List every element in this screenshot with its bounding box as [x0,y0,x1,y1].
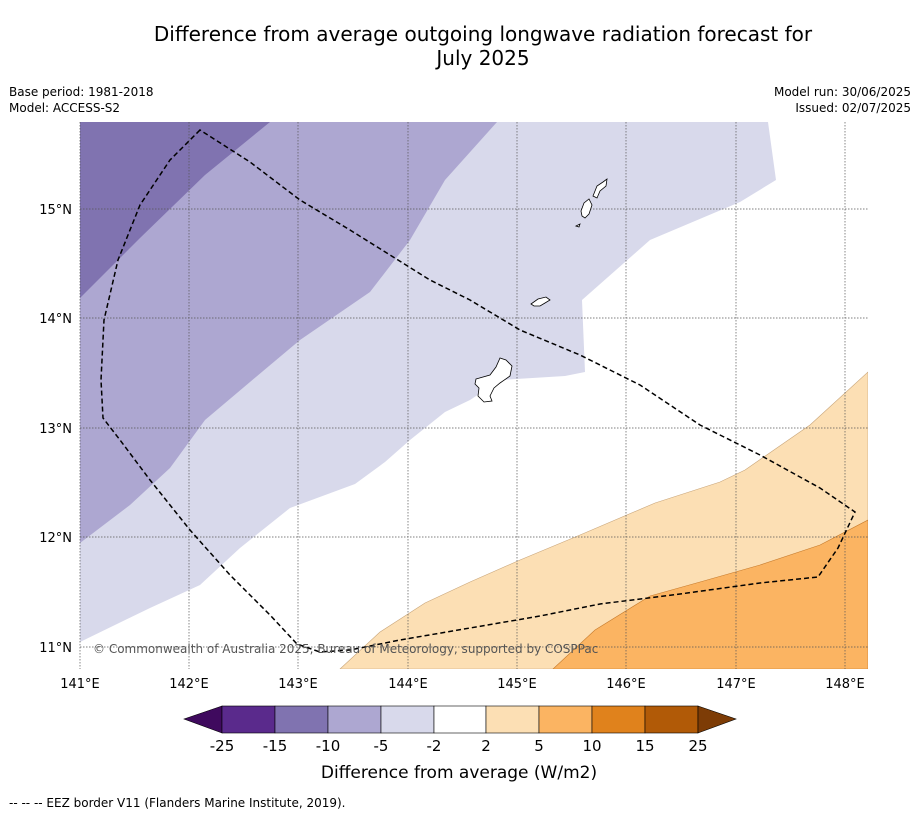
islands [474,178,608,403]
colorbar-labels: -25 -15 -10 -5 -2 2 5 10 15 25 [210,737,708,755]
lat-label-15: 15°N [39,203,72,218]
anomaly-fill [80,122,868,669]
band-minus-5-to-minus-10 [80,122,497,543]
colorbar-bin-8 [591,705,646,734]
lat-label-14: 14°N [39,312,72,327]
colorbar-arrow-high [697,705,737,734]
lon-label-147: 147°E [716,677,756,692]
colorbar-bin-2 [274,705,329,734]
title-line-1: Difference from average outgoing longwav… [153,22,813,46]
lon-label-144: 144°E [388,677,428,692]
island-aguijan [574,223,581,228]
island-guam [474,357,513,403]
colorbar-label: -5 [374,737,389,755]
colorbar-bin-5 [433,705,487,734]
colorbar-title: Difference from average (W/m2) [321,763,597,783]
colorbar-label: 10 [582,737,601,755]
lon-label-148: 148°E [825,677,865,692]
lon-label-143: 143°E [278,677,318,692]
meta-right: Model run: 30/06/2025 Issued: 02/07/2025 [774,84,911,116]
model-name: Model: ACCESS-S2 [9,101,121,115]
island-saipan [592,178,608,199]
lat-label-12: 12°N [39,531,72,546]
colorbar [183,705,737,734]
band-minus-10-to-minus-15 [80,122,270,298]
issued-date: Issued: 02/07/2025 [795,101,911,115]
colorbar-label: 5 [534,737,544,755]
model-run: Model run: 30/06/2025 [773,85,911,99]
base-period: Base period: 1981-2018 [9,85,154,99]
colorbar-label: 15 [635,737,654,755]
colorbar-label: 25 [688,737,707,755]
longitude-labels: 141°E 142°E 143°E 144°E 145°E 146°E 147°… [60,677,865,692]
lon-label-146: 146°E [606,677,646,692]
lon-label-145: 145°E [497,677,537,692]
colorbar-bin-9 [644,705,699,734]
copyright-text: © Commonwealth of Australia 2025, Bureau… [93,642,598,656]
colorbar-bin-7 [538,705,593,734]
colorbar-label: 2 [481,737,491,755]
lon-label-142: 142°E [169,677,209,692]
colorbar-bin-3 [327,705,382,734]
colorbar-label: -15 [263,737,288,755]
lat-label-11: 11°N [39,641,72,656]
eez-footnote: -- -- -- EEZ border V11 (Flanders Marine… [9,796,346,810]
lon-label-141: 141°E [60,677,100,692]
colorbar-bin-1 [221,705,276,734]
island-tinian [580,198,593,219]
band-plus-5-to-plus-10 [552,519,868,669]
title-line-2: July 2025 [436,46,530,70]
latitude-labels: 15°N 14°N 13°N 12°N 11°N [39,203,72,656]
colorbar-label: -10 [316,737,341,755]
colorbar-arrow-low [183,705,223,734]
meta-left: Base period: 1981-2018 Model: ACCESS-S2 [9,84,154,116]
colorbar-label: -25 [210,737,235,755]
colorbar-bin-4 [380,705,435,734]
island-rota [530,296,551,307]
graticule [79,122,868,669]
lat-label-13: 13°N [39,422,72,437]
colorbar-bin-6 [485,705,540,734]
eez-border [100,129,856,653]
colorbar-label: -2 [427,737,442,755]
map-title: Difference from average outgoing longwav… [80,22,886,70]
